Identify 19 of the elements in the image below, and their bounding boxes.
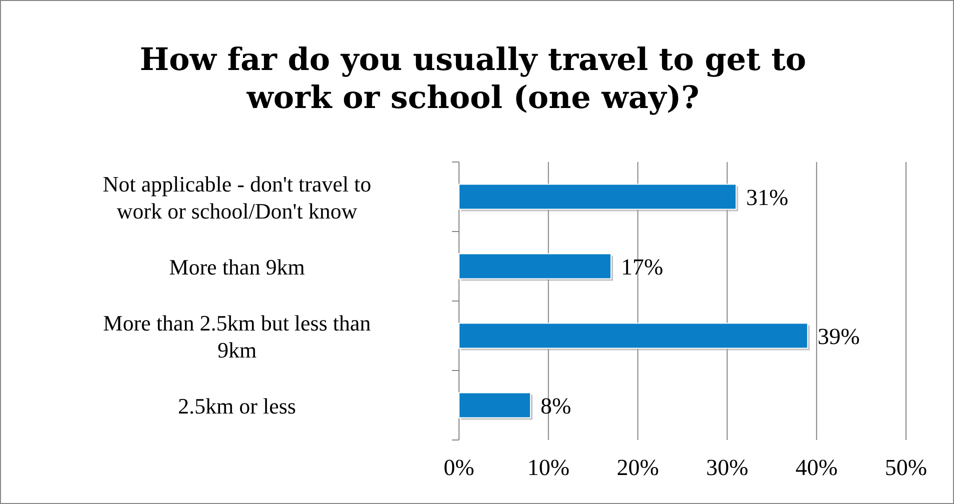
x-tick-label: 0%: [444, 455, 474, 480]
bar: [458, 253, 612, 280]
x-tick-label: 10%: [527, 455, 570, 480]
x-tick-label: 50%: [884, 455, 928, 480]
data-label: 39%: [818, 324, 860, 349]
x-tick-label: 40%: [796, 455, 838, 480]
data-label: 31%: [746, 184, 788, 210]
bar: [458, 322, 808, 349]
y-tick-label: More than 9km: [169, 254, 305, 280]
bar: [458, 184, 737, 210]
y-tick-label: Not applicable - don't travel to work or school/Don't know: [102, 171, 372, 224]
data-label: 8%: [540, 393, 572, 418]
y-tick-label: 2.5km or less: [178, 393, 296, 418]
x-tick-label: 20%: [616, 455, 659, 480]
x-tick-label: 30%: [706, 455, 748, 480]
y-tick-label: More than 2.5km but less than 9km: [103, 310, 371, 362]
bar: [458, 392, 532, 418]
chart-title: How far do you usually travel to get to work or school (one way)?: [140, 42, 806, 116]
data-label: 17%: [620, 254, 664, 280]
